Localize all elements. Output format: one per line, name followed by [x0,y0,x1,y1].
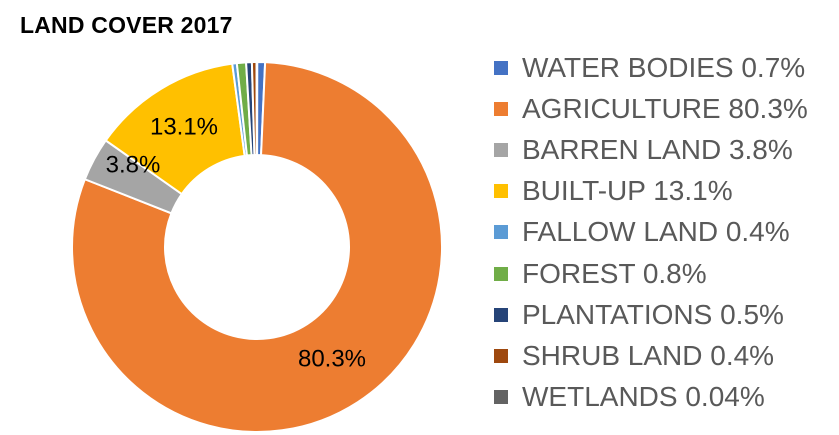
legend-label: SHRUB LAND 0.4% [522,339,775,371]
data-label-agriculture: 80.3% [298,345,366,372]
legend-swatch [494,307,508,322]
legend-item-wetlands: WETLANDS 0.04% [494,377,808,418]
legend-item-agriculture: AGRICULTURE 80.3% [494,88,808,129]
legend-label: BARREN LAND 3.8% [522,133,793,165]
legend-label: BUILT-UP 13.1% [522,175,733,207]
legend-label: AGRICULTURE 80.3% [522,92,808,124]
data-label-built-up: 13.1% [150,113,218,140]
legend-item-plantations: PLANTATIONS 0.5% [494,294,808,335]
data-label-barren-land: 3.8% [106,151,161,178]
legend-item-fallow-land: FALLOW LAND 0.4% [494,212,808,253]
legend-label: FOREST 0.8% [522,257,707,289]
legend-item-forest: FOREST 0.8% [494,253,808,294]
legend-item-built-up: BUILT-UP 13.1% [494,171,808,212]
legend-swatch [494,348,508,363]
legend-swatch [494,184,508,199]
legend-label: PLANTATIONS 0.5% [522,298,784,330]
legend-swatch [494,225,508,240]
legend-swatch [494,142,508,157]
legend-item-water-bodies: WATER BODIES 0.7% [494,47,808,88]
legend-label: WATER BODIES 0.7% [522,51,806,83]
legend-item-shrub-land: SHRUB LAND 0.4% [494,335,808,376]
legend-swatch [494,101,508,116]
legend-label: WETLANDS 0.04% [522,381,765,413]
slice-agriculture [71,61,443,433]
legend-swatch [494,390,508,405]
slice-wetlands [255,61,259,157]
legend-label: FALLOW LAND 0.4% [522,216,790,248]
chart-title: LAND COVER 2017 [20,12,233,38]
legend-item-barren-land: BARREN LAND 3.8% [494,129,808,170]
legend-swatch [494,266,508,281]
legend-swatch [494,60,508,75]
legend: WATER BODIES 0.7% AGRICULTURE 80.3% BARREN… [494,47,808,418]
